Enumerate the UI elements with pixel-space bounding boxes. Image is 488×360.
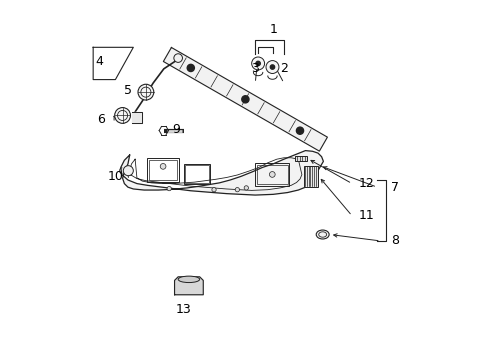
Text: 12: 12: [358, 177, 373, 190]
Text: 3: 3: [251, 62, 259, 75]
Polygon shape: [174, 277, 203, 295]
Circle shape: [115, 108, 130, 123]
Bar: [295, 156, 306, 161]
Bar: [185, 165, 208, 183]
Circle shape: [174, 54, 182, 62]
Circle shape: [117, 111, 127, 121]
Ellipse shape: [318, 232, 326, 237]
Text: 13: 13: [175, 303, 191, 316]
Circle shape: [265, 60, 278, 73]
Ellipse shape: [178, 276, 199, 283]
Circle shape: [167, 186, 171, 191]
Circle shape: [251, 57, 264, 70]
Polygon shape: [131, 112, 142, 123]
Circle shape: [160, 163, 165, 169]
Text: 4: 4: [95, 55, 103, 68]
Circle shape: [269, 172, 275, 177]
Circle shape: [211, 188, 216, 192]
Circle shape: [141, 87, 151, 97]
Circle shape: [270, 65, 274, 69]
Bar: [255, 163, 289, 186]
Circle shape: [123, 166, 133, 176]
Polygon shape: [163, 48, 327, 151]
Text: 11: 11: [358, 210, 373, 222]
Ellipse shape: [316, 230, 328, 239]
Bar: [257, 165, 287, 184]
Polygon shape: [121, 150, 323, 195]
Text: 6: 6: [97, 113, 105, 126]
Circle shape: [235, 188, 239, 192]
Circle shape: [138, 84, 153, 100]
Bar: [303, 166, 317, 187]
Circle shape: [187, 64, 194, 72]
Circle shape: [296, 127, 303, 134]
Text: 5: 5: [123, 84, 132, 97]
Bar: [148, 159, 177, 180]
Text: 1: 1: [269, 23, 277, 36]
Text: 2: 2: [280, 62, 287, 75]
Text: 7: 7: [390, 181, 398, 194]
Circle shape: [244, 186, 248, 190]
Text: 9: 9: [172, 123, 180, 136]
Text: 10: 10: [107, 170, 123, 183]
Bar: [183, 163, 210, 184]
Bar: [147, 158, 179, 182]
Circle shape: [255, 61, 260, 66]
Text: 8: 8: [390, 234, 398, 247]
Circle shape: [241, 96, 248, 103]
